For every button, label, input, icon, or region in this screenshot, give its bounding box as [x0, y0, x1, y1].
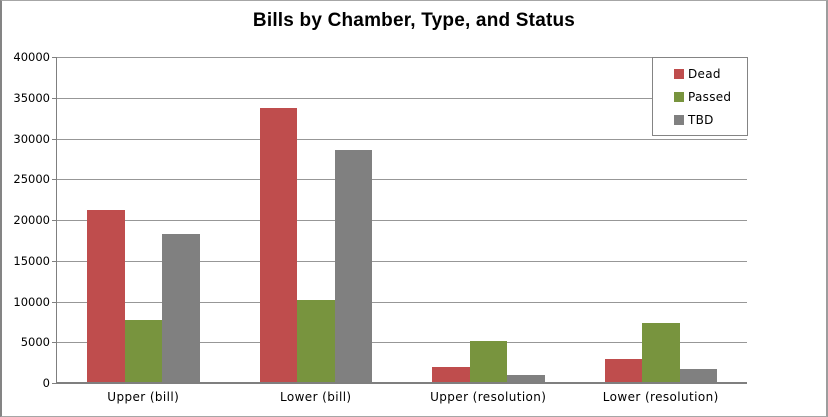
y-axis-tick-label: 35000: [13, 91, 50, 105]
y-axis-tick-label: 40000: [13, 50, 50, 64]
y-axis-tick: [52, 220, 57, 221]
x-axis-category-label: Upper (bill): [107, 390, 180, 404]
legend-label: TBD: [688, 112, 714, 127]
bar-tbd-3: [507, 374, 545, 383]
legend-item-dead: Dead: [674, 65, 747, 83]
gridline: [57, 220, 747, 221]
gridline: [57, 301, 747, 303]
gridline: [57, 342, 747, 344]
legend-label: Passed: [688, 89, 732, 104]
y-axis-tick: [52, 98, 57, 99]
y-axis-tick: [52, 261, 57, 262]
bar-dead-3: [432, 366, 470, 383]
y-axis-tick-label: 10000: [13, 295, 50, 309]
bar-tbd-2: [334, 149, 372, 383]
bar-dead-1: [87, 210, 125, 383]
bar-passed-2: [297, 299, 335, 383]
y-axis-tick-label: 15000: [13, 254, 50, 268]
x-axis-category-label: Lower (bill): [279, 390, 352, 404]
x-axis-category-label: Lower (resolution): [602, 390, 719, 404]
y-axis-tick: [52, 383, 57, 384]
bar-dead-2: [259, 108, 297, 383]
legend: Dead Passed TBD: [652, 57, 748, 136]
y-axis-tick: [52, 179, 57, 180]
y-axis-tick-label: 25000: [13, 172, 50, 186]
gridline: [57, 57, 747, 58]
bar-passed-3: [469, 341, 507, 383]
legend-item-passed: Passed: [674, 88, 747, 106]
y-axis-tick: [52, 302, 57, 303]
bar-tbd-4: [679, 368, 717, 383]
legend-swatch-icon: [674, 91, 684, 102]
bar-tbd-1: [162, 233, 200, 383]
gridline: [57, 138, 747, 140]
y-axis-tick-label: 0: [42, 376, 50, 390]
y-axis-tick-label: 5000: [20, 335, 50, 349]
bar-passed-1: [124, 320, 162, 383]
legend-swatch-icon: [674, 114, 684, 125]
gridline: [57, 260, 747, 262]
x-axis-category-label: Upper (resolution): [430, 390, 547, 404]
gridline: [57, 97, 747, 99]
y-axis-tick: [52, 139, 57, 140]
bar-passed-4: [642, 322, 680, 383]
y-axis-tick: [52, 342, 57, 343]
legend-label: Dead: [688, 66, 721, 81]
legend-swatch-icon: [674, 68, 684, 79]
bar-dead-4: [604, 359, 642, 383]
legend-item-tbd: TBD: [674, 111, 747, 129]
y-axis-tick-label: 30000: [13, 132, 50, 146]
y-axis-tick: [52, 57, 57, 58]
x-axis-line: [57, 382, 747, 384]
chart-title: Bills by Chamber, Type, and Status: [252, 10, 576, 31]
y-axis-tick-label: 20000: [13, 213, 50, 227]
gridline: [57, 179, 747, 181]
plot-area: [57, 57, 747, 383]
